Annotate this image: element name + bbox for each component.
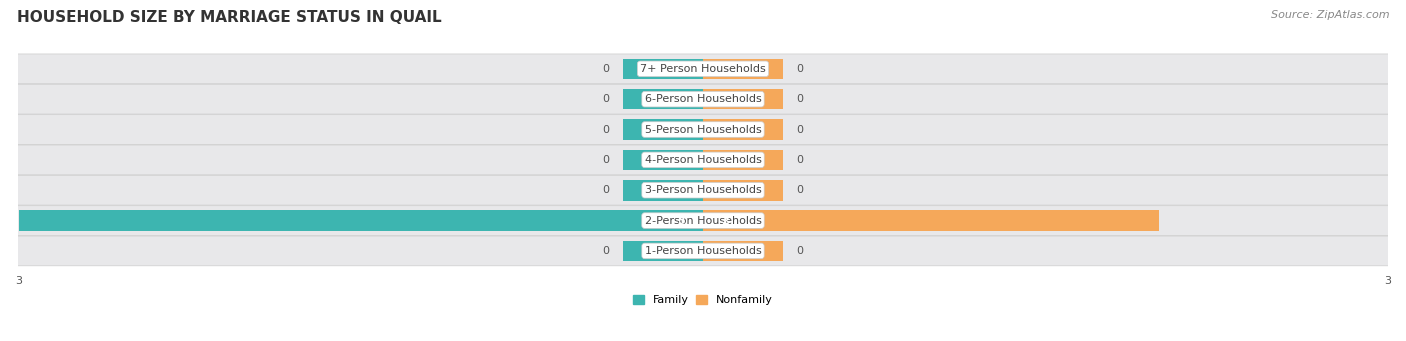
- Bar: [703, 210, 1160, 231]
- Bar: [703, 89, 783, 109]
- Text: 0: 0: [797, 185, 804, 195]
- Text: 1-Person Households: 1-Person Households: [644, 246, 762, 256]
- Bar: [623, 89, 703, 109]
- FancyBboxPatch shape: [4, 145, 1402, 175]
- Text: 0: 0: [602, 246, 609, 256]
- Text: HOUSEHOLD SIZE BY MARRIAGE STATUS IN QUAIL: HOUSEHOLD SIZE BY MARRIAGE STATUS IN QUA…: [17, 10, 441, 25]
- Text: Source: ZipAtlas.com: Source: ZipAtlas.com: [1271, 10, 1389, 20]
- Text: 3-Person Households: 3-Person Households: [644, 185, 762, 195]
- Text: 4-Person Households: 4-Person Households: [644, 155, 762, 165]
- Bar: [703, 59, 783, 79]
- Text: 3: 3: [678, 216, 685, 226]
- FancyBboxPatch shape: [4, 206, 1402, 235]
- Text: 7+ Person Households: 7+ Person Households: [640, 64, 766, 74]
- Text: 2-Person Households: 2-Person Households: [644, 216, 762, 226]
- FancyBboxPatch shape: [4, 236, 1402, 266]
- Bar: [623, 119, 703, 140]
- Text: 0: 0: [797, 124, 804, 135]
- Text: 0: 0: [797, 94, 804, 104]
- FancyBboxPatch shape: [4, 115, 1402, 144]
- Bar: [18, 210, 703, 231]
- Legend: Family, Nonfamily: Family, Nonfamily: [633, 295, 773, 305]
- Text: 0: 0: [797, 155, 804, 165]
- Text: 0: 0: [797, 64, 804, 74]
- FancyBboxPatch shape: [4, 84, 1402, 114]
- Bar: [703, 119, 783, 140]
- Text: 0: 0: [602, 124, 609, 135]
- Bar: [623, 241, 703, 261]
- Text: 2: 2: [721, 216, 728, 226]
- Text: 0: 0: [602, 185, 609, 195]
- Text: 5-Person Households: 5-Person Households: [644, 124, 762, 135]
- FancyBboxPatch shape: [4, 54, 1402, 84]
- Bar: [623, 180, 703, 201]
- Bar: [703, 241, 783, 261]
- Text: 0: 0: [797, 246, 804, 256]
- Text: 0: 0: [602, 64, 609, 74]
- Text: 6-Person Households: 6-Person Households: [644, 94, 762, 104]
- Bar: [623, 59, 703, 79]
- Bar: [623, 150, 703, 170]
- Bar: [703, 180, 783, 201]
- Text: 0: 0: [602, 155, 609, 165]
- FancyBboxPatch shape: [4, 175, 1402, 205]
- Text: 0: 0: [602, 94, 609, 104]
- Bar: [703, 150, 783, 170]
